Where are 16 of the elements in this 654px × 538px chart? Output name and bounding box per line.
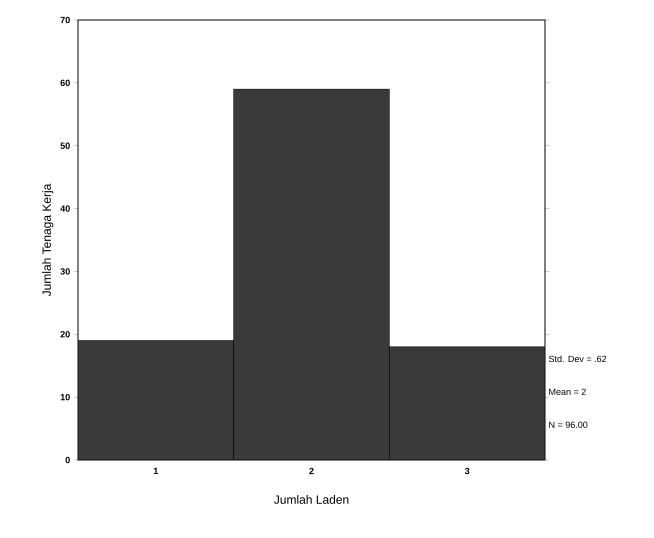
text: Mean = 2: [549, 388, 586, 395]
y-tick-label: 10: [60, 394, 70, 400]
x-tick-label: 3: [464, 468, 470, 474]
y-tick-label: 30: [60, 268, 70, 275]
x-axis-title: Jumlah Laden: [274, 495, 348, 504]
y-tick-label: 20: [60, 331, 70, 338]
y-tick-label: 50: [60, 142, 70, 149]
y-tick-label: 60: [60, 80, 70, 86]
x-tick-label: 2: [309, 468, 314, 474]
y-tick-label: 40: [60, 205, 70, 212]
y-tick-label: 70: [60, 16, 70, 24]
y-axis-title: Jumlah Tenaga Kerja: [42, 184, 54, 296]
y-tick-label: 0: [66, 456, 70, 464]
text: N = 96.00: [549, 422, 588, 428]
text: Std. Dev = .62: [548, 355, 606, 362]
x-tick-label: 1: [154, 468, 158, 474]
